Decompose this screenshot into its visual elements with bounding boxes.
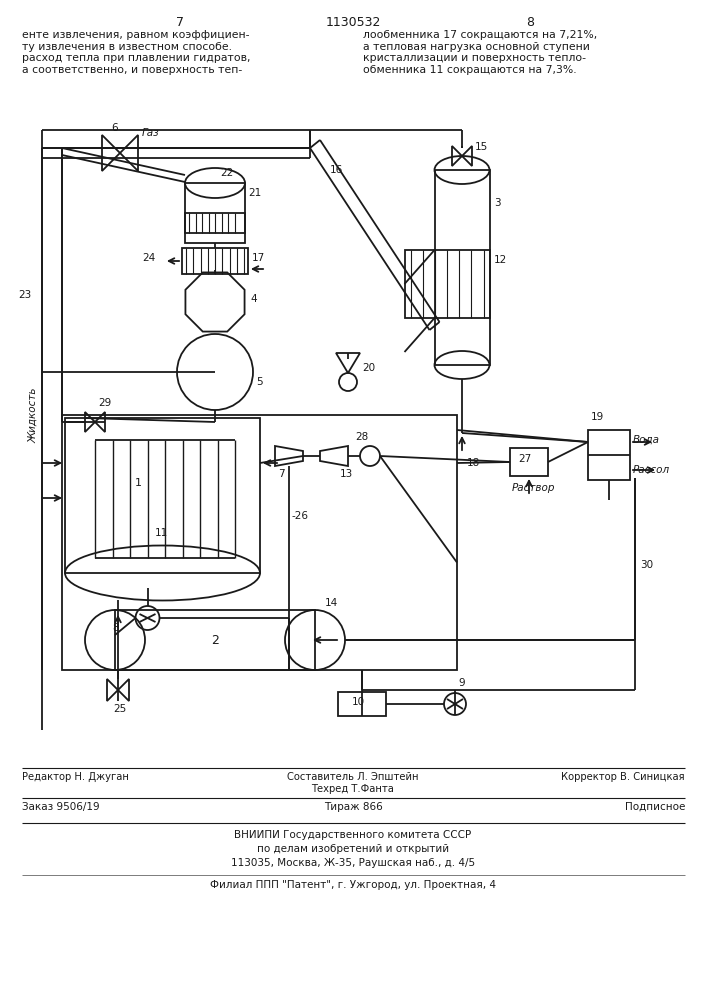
Text: Газ: Газ [142, 128, 160, 138]
Text: 28: 28 [355, 432, 368, 442]
Text: 17: 17 [252, 253, 265, 263]
Text: 24: 24 [142, 253, 156, 263]
Text: Жидкость: Жидкость [28, 387, 38, 443]
Text: 8: 8 [526, 16, 534, 29]
Text: 6: 6 [112, 123, 118, 133]
Text: 2: 2 [211, 634, 219, 647]
Text: 11: 11 [155, 528, 168, 538]
Text: 3: 3 [494, 198, 501, 208]
Text: 113035, Москва, Ж-35, Раушская наб., д. 4/5: 113035, Москва, Ж-35, Раушская наб., д. … [231, 858, 475, 868]
Text: 29: 29 [98, 398, 111, 408]
Text: Вода: Вода [633, 435, 660, 445]
Text: Тираж 866: Тираж 866 [324, 802, 382, 812]
Text: Раствор: Раствор [512, 483, 556, 493]
Bar [185, 213, 245, 233]
Text: 13: 13 [340, 469, 354, 479]
Text: Корректор В. Синицкая: Корректор В. Синицкая [561, 772, 685, 782]
Text: 10: 10 [352, 697, 365, 707]
Bar [510, 448, 548, 476]
Text: 22: 22 [220, 168, 233, 178]
Text: 25: 25 [113, 704, 127, 714]
Bar [185, 183, 245, 243]
Text: 5: 5 [256, 377, 262, 387]
Text: Редактор Н. Джуган: Редактор Н. Джуган [22, 772, 129, 782]
Bar [588, 430, 630, 480]
Text: 23: 23 [18, 290, 31, 300]
Bar [65, 418, 260, 573]
Text: 9: 9 [458, 678, 464, 688]
Text: лообменника 17 сокращаются на 7,21%,
а тепловая нагрузка основной ступени
криста: лообменника 17 сокращаются на 7,21%, а т… [363, 30, 597, 75]
Text: -26: -26 [291, 511, 308, 521]
Text: Составитель Л. Эпштейн
Техред Т.Фанта: Составитель Л. Эпштейн Техред Т.Фанта [287, 772, 419, 794]
Text: 14: 14 [325, 598, 338, 608]
Text: по делам изобретений и открытий: по делам изобретений и открытий [257, 844, 449, 854]
Text: 16: 16 [330, 165, 344, 175]
Text: 1: 1 [135, 478, 142, 488]
Bar [62, 415, 457, 670]
Text: 8: 8 [112, 623, 119, 633]
Text: 27: 27 [518, 454, 531, 464]
Text: 12: 12 [493, 255, 507, 265]
Text: 4: 4 [250, 294, 257, 304]
Text: 18: 18 [467, 458, 480, 468]
Text: 15: 15 [475, 142, 489, 152]
Text: Подписное: Подписное [624, 802, 685, 812]
Bar [338, 692, 386, 716]
Text: 20: 20 [362, 363, 375, 373]
Text: ВНИИПИ Государственного комитета СССР: ВНИИПИ Государственного комитета СССР [235, 830, 472, 840]
Text: 19: 19 [591, 412, 604, 422]
Bar [435, 170, 489, 365]
Text: енте извлечения, равном коэффициен-
ту извлечения в известном способе.
расход те: енте извлечения, равном коэффициен- ту и… [22, 30, 250, 75]
Text: 30: 30 [640, 560, 653, 570]
Text: 7: 7 [278, 469, 285, 479]
Text: 1130532: 1130532 [325, 16, 380, 29]
Bar [404, 250, 489, 318]
Text: Филиал ППП "Патент", г. Ужгород, ул. Проектная, 4: Филиал ППП "Патент", г. Ужгород, ул. Про… [210, 880, 496, 890]
Text: Заказ 9506/19: Заказ 9506/19 [22, 802, 100, 812]
Bar [182, 248, 248, 274]
Text: 7: 7 [176, 16, 184, 29]
Bar [115, 610, 315, 670]
Text: 21: 21 [248, 188, 262, 198]
Text: Рассол: Рассол [633, 465, 670, 475]
